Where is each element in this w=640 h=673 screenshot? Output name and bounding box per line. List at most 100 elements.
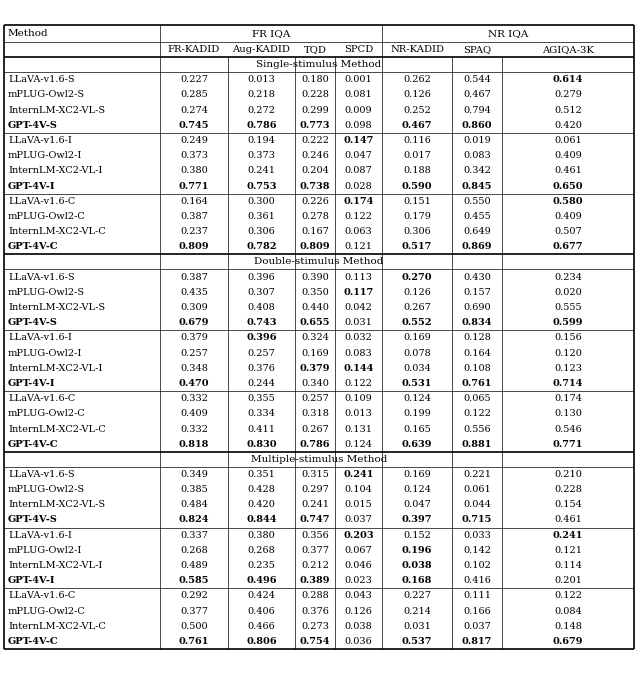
Text: SPAQ: SPAQ <box>463 45 491 54</box>
Text: 0.237: 0.237 <box>180 227 208 236</box>
Text: 0.639: 0.639 <box>402 439 432 449</box>
Text: 0.435: 0.435 <box>180 287 208 297</box>
Text: 0.124: 0.124 <box>403 394 431 403</box>
Text: 0.599: 0.599 <box>553 318 583 327</box>
Text: 0.128: 0.128 <box>463 333 491 343</box>
Text: FR-KADID: FR-KADID <box>168 45 220 54</box>
Text: 0.235: 0.235 <box>248 561 275 570</box>
Text: 0.714: 0.714 <box>553 379 583 388</box>
Text: 0.179: 0.179 <box>403 212 431 221</box>
Text: InternLM-XC2-VL-S: InternLM-XC2-VL-S <box>8 106 105 114</box>
Text: 0.246: 0.246 <box>301 151 329 160</box>
Text: 0.244: 0.244 <box>248 379 275 388</box>
Text: 0.121: 0.121 <box>344 242 372 251</box>
Text: 0.555: 0.555 <box>554 303 582 312</box>
Text: 0.104: 0.104 <box>344 485 372 494</box>
Text: 0.078: 0.078 <box>403 349 431 357</box>
Text: 0.771: 0.771 <box>179 182 209 190</box>
Text: 0.131: 0.131 <box>344 425 372 433</box>
Text: 0.406: 0.406 <box>248 606 275 616</box>
Text: 0.023: 0.023 <box>344 576 372 586</box>
Text: 0.517: 0.517 <box>402 242 432 251</box>
Text: 0.267: 0.267 <box>403 303 431 312</box>
Text: 0.379: 0.379 <box>180 333 208 343</box>
Text: 0.679: 0.679 <box>553 637 583 646</box>
Text: 0.036: 0.036 <box>344 637 372 646</box>
Text: 0.409: 0.409 <box>180 409 208 419</box>
Text: InternLM-XC2-VL-S: InternLM-XC2-VL-S <box>8 303 105 312</box>
Text: 0.455: 0.455 <box>463 212 491 221</box>
Text: 0.152: 0.152 <box>403 531 431 540</box>
Text: 0.009: 0.009 <box>345 106 372 114</box>
Text: 0.034: 0.034 <box>403 363 431 373</box>
Text: 0.396: 0.396 <box>246 333 276 343</box>
Text: 0.203: 0.203 <box>343 531 374 540</box>
Text: 0.249: 0.249 <box>180 136 208 145</box>
Text: 0.063: 0.063 <box>344 227 372 236</box>
Text: 0.117: 0.117 <box>344 287 374 297</box>
Text: 0.114: 0.114 <box>554 561 582 570</box>
Text: 0.715: 0.715 <box>462 516 492 524</box>
Text: 0.738: 0.738 <box>300 182 330 190</box>
Text: 0.467: 0.467 <box>402 120 432 130</box>
Text: 0.349: 0.349 <box>180 470 208 479</box>
Text: 0.144: 0.144 <box>343 363 374 373</box>
Text: 0.214: 0.214 <box>403 606 431 616</box>
Text: 0.361: 0.361 <box>248 212 275 221</box>
Text: LLaVA-v1.6-I: LLaVA-v1.6-I <box>8 136 72 145</box>
Text: 0.241: 0.241 <box>248 166 275 175</box>
Text: 0.098: 0.098 <box>345 120 372 130</box>
Text: 0.782: 0.782 <box>246 242 276 251</box>
Text: 0.212: 0.212 <box>301 561 329 570</box>
Text: 0.650: 0.650 <box>553 182 583 190</box>
Text: 0.037: 0.037 <box>344 516 372 524</box>
Text: 0.199: 0.199 <box>403 409 431 419</box>
Text: LLaVA-v1.6-I: LLaVA-v1.6-I <box>8 333 72 343</box>
Text: 0.031: 0.031 <box>344 318 372 327</box>
Text: 0.038: 0.038 <box>344 622 372 631</box>
Text: 0.376: 0.376 <box>301 606 329 616</box>
Text: 0.512: 0.512 <box>554 106 582 114</box>
Text: Multiple-stimulus Method: Multiple-stimulus Method <box>251 455 387 464</box>
Text: 0.489: 0.489 <box>180 561 208 570</box>
Text: InternLM-XC2-VL-C: InternLM-XC2-VL-C <box>8 622 106 631</box>
Text: 0.377: 0.377 <box>180 606 208 616</box>
Text: 0.164: 0.164 <box>463 349 491 357</box>
Text: 0.013: 0.013 <box>248 75 275 84</box>
Text: 0.081: 0.081 <box>344 90 372 100</box>
Text: 0.809: 0.809 <box>300 242 330 251</box>
Text: 0.273: 0.273 <box>301 622 329 631</box>
Text: 0.379: 0.379 <box>300 363 330 373</box>
Text: 0.771: 0.771 <box>553 439 583 449</box>
Text: 0.420: 0.420 <box>248 500 275 509</box>
Text: 0.747: 0.747 <box>300 516 330 524</box>
Text: 0.241: 0.241 <box>301 500 329 509</box>
Text: GPT-4V-I: GPT-4V-I <box>8 182 56 190</box>
Text: 0.122: 0.122 <box>344 379 372 388</box>
Text: 0.122: 0.122 <box>463 409 491 419</box>
Text: 0.222: 0.222 <box>301 136 329 145</box>
Text: 0.241: 0.241 <box>343 470 374 479</box>
Text: 0.201: 0.201 <box>554 576 582 586</box>
Text: 0.268: 0.268 <box>180 546 208 555</box>
Text: 0.408: 0.408 <box>248 303 275 312</box>
Text: 0.794: 0.794 <box>463 106 491 114</box>
Text: 0.773: 0.773 <box>300 120 330 130</box>
Text: 0.467: 0.467 <box>463 90 491 100</box>
Text: 0.061: 0.061 <box>554 136 582 145</box>
Text: 0.123: 0.123 <box>554 363 582 373</box>
Text: 0.126: 0.126 <box>344 606 372 616</box>
Text: TQD: TQD <box>303 45 326 54</box>
Text: LLaVA-v1.6-S: LLaVA-v1.6-S <box>8 75 75 84</box>
Text: 0.531: 0.531 <box>402 379 432 388</box>
Text: 0.083: 0.083 <box>344 349 372 357</box>
Text: 0.174: 0.174 <box>554 394 582 403</box>
Text: 0.409: 0.409 <box>554 212 582 221</box>
Text: 0.120: 0.120 <box>554 349 582 357</box>
Text: 0.324: 0.324 <box>301 333 329 343</box>
Text: 0.015: 0.015 <box>344 500 372 509</box>
Text: 0.424: 0.424 <box>248 592 275 600</box>
Text: 0.307: 0.307 <box>248 287 275 297</box>
Text: 0.552: 0.552 <box>402 318 432 327</box>
Text: 0.169: 0.169 <box>403 333 431 343</box>
